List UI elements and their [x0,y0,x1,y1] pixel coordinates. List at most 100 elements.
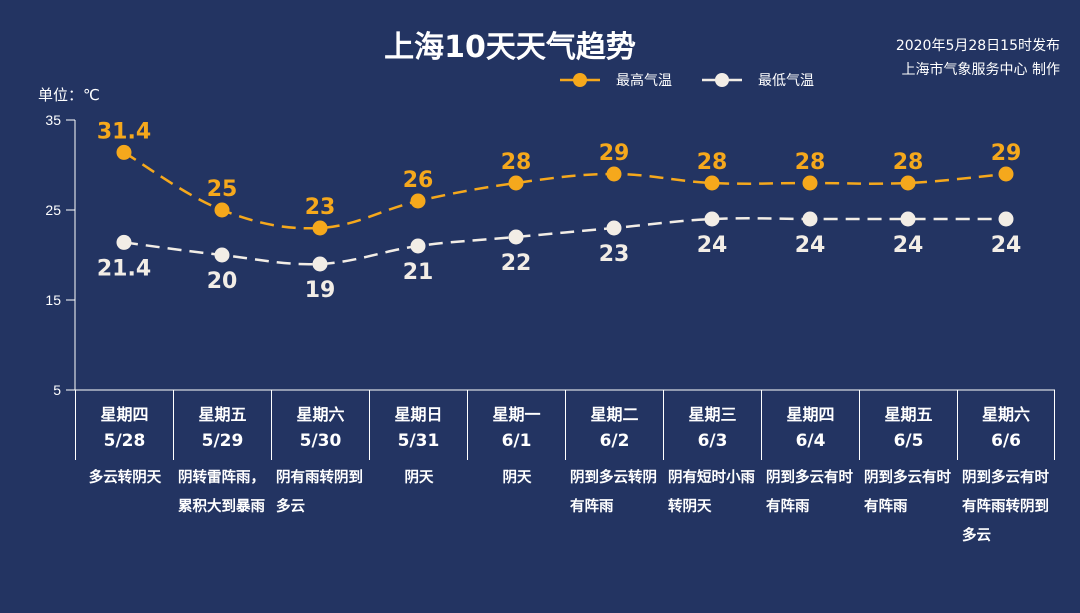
high-temp-line [123,151,1007,230]
high-temp-point[interactable] [704,175,720,191]
high-temp-label: 31.4 [97,119,151,144]
low-temp-line [123,217,1006,266]
chart-title: 上海10天天气趋势 [384,30,636,65]
low-temp-point[interactable] [508,229,524,245]
day-column: 星期四 6/4 阴到多云有时有阵雨 [761,390,859,551]
high-temp-label: 23 [305,195,336,220]
date-label: 6/2 [599,431,630,451]
day-header-cell: 星期六 6/6 [957,390,1055,460]
weekday-label: 星期三 [688,405,737,424]
legend-item-high[interactable]: 最高气温 [560,70,672,90]
legend-label-low: 最低气温 [758,73,814,89]
legend-high-line-icon [560,73,600,87]
y-axis-unit: 单位：℃ [38,86,100,104]
producer: 上海市气象服务中心 制作 [901,62,1060,78]
day-header-cell: 星期五 6/5 [859,390,957,460]
day-column: 星期六 5/30 阴有雨转阴到多云 [271,390,369,551]
day-header-cell: 星期一 6/1 [467,390,565,460]
high-temp-point[interactable] [802,175,818,191]
legend-item-low[interactable]: 最低气温 [702,70,814,90]
high-temp-point[interactable] [606,166,622,182]
high-temp-label: 28 [697,150,728,175]
high-temp-point[interactable] [508,175,524,191]
weekday-label: 星期四 [786,405,835,424]
day-header-cell: 星期五 5/29 [173,390,271,460]
day-header-cell: 星期日 5/31 [369,390,467,460]
legend-label-high: 最高气温 [616,73,672,89]
high-temp-point[interactable] [214,202,230,218]
low-temp-point[interactable] [802,211,818,227]
weather-description: 阴天 [502,470,532,486]
low-temp-point[interactable] [410,238,426,254]
series-layer: 31.4 25 23 26 28 29 28 28 28 29 21.4 20 19 21 22 23 24 24… [97,119,1021,303]
day-column: 星期五 6/5 阴到多云有时有阵雨 [859,390,957,551]
high-temp-label: 29 [991,141,1022,166]
day-column: 星期日 5/31 阴天 [369,390,467,551]
date-label: 6/1 [501,431,532,451]
y-tick-label: 5 [53,382,61,398]
high-temp-label: 26 [403,168,434,193]
legend-low-line-icon [702,73,742,87]
weather-description: 阴天 [404,470,434,486]
high-temp-point[interactable] [410,193,426,209]
weather-description: 阴到多云有时有阵雨 [766,470,853,515]
weather-description: 阴转雷阵雨，累积大到暴雨 [178,470,265,515]
low-temp-point[interactable] [116,234,132,250]
low-temp-point[interactable] [606,220,622,236]
weekday-label: 星期一 [492,405,541,424]
weather-description: 阴有雨转阴到多云 [276,470,363,515]
high-temp-point[interactable] [900,175,916,191]
weather-description: 阴到多云转阴有阵雨 [570,470,657,515]
date-label: 5/30 [299,431,342,451]
low-temp-point[interactable] [704,211,720,227]
publish-info: 2020年5月28日15时发布 上海市气象服务中心 制作 [896,34,1060,82]
low-temp-point[interactable] [312,256,328,272]
day-header-cell: 星期四 5/28 [75,390,173,460]
weekday-label: 星期五 [884,405,933,424]
weather-description: 阴到多云有时有阵雨 [864,470,951,515]
day-header-cell: 星期三 6/3 [663,390,761,460]
weekday-label: 星期日 [394,405,443,424]
day-column: 星期六 6/6 阴到多云有时有阵雨转阴到多云 [957,390,1055,551]
low-temp-label: 24 [795,233,826,258]
date-label: 6/3 [697,431,728,451]
day-column: 星期三 6/3 阴有短时小雨转阴天 [663,390,761,551]
low-temp-point[interactable] [214,247,230,263]
high-temp-label: 28 [501,150,532,175]
weekday-label: 星期四 [100,405,149,424]
weekday-label: 星期六 [981,405,1030,424]
y-tick-label: 35 [45,112,61,128]
date-label: 6/5 [893,431,924,451]
high-temp-point[interactable] [312,220,328,236]
y-tick-label: 25 [45,202,61,218]
high-temp-point[interactable] [998,166,1014,182]
weekday-label: 星期六 [296,405,345,424]
low-temp-label: 21 [403,260,434,285]
day-column: 星期一 6/1 阴天 [467,390,565,551]
day-header-cell: 星期六 5/30 [271,390,369,460]
high-temp-label: 28 [795,150,826,175]
low-temp-label: 24 [893,233,924,258]
day-header-cell: 星期二 6/2 [565,390,663,460]
low-temp-label: 21.4 [97,256,151,281]
y-tick-label: 15 [45,292,61,308]
weather-description: 多云转阴天 [88,470,162,486]
low-temp-point[interactable] [900,211,916,227]
low-temp-label: 20 [207,269,238,294]
low-temp-label: 24 [697,233,728,258]
low-temp-label: 22 [501,251,532,276]
high-temp-point[interactable] [116,144,132,160]
day-columns: 星期四 5/28 多云转阴天 星期五 5/29 阴转雷阵雨，累积大到暴雨 星期六 5/30 阴有… [75,390,1055,551]
weekday-label: 星期五 [198,405,247,424]
date-label: 5/31 [397,431,440,451]
high-temp-label: 29 [599,141,630,166]
date-label: 6/4 [795,431,826,451]
weather-description: 阴有短时小雨转阴天 [668,470,755,515]
day-column: 星期五 5/29 阴转雷阵雨，累积大到暴雨 [173,390,271,551]
day-column: 星期二 6/2 阴到多云转阴有阵雨 [565,390,663,551]
day-header-cell: 星期四 6/4 [761,390,859,460]
legend: 最高气温 最低气温 [560,70,844,90]
low-temp-point[interactable] [998,211,1014,227]
date-label: 5/28 [103,431,146,451]
